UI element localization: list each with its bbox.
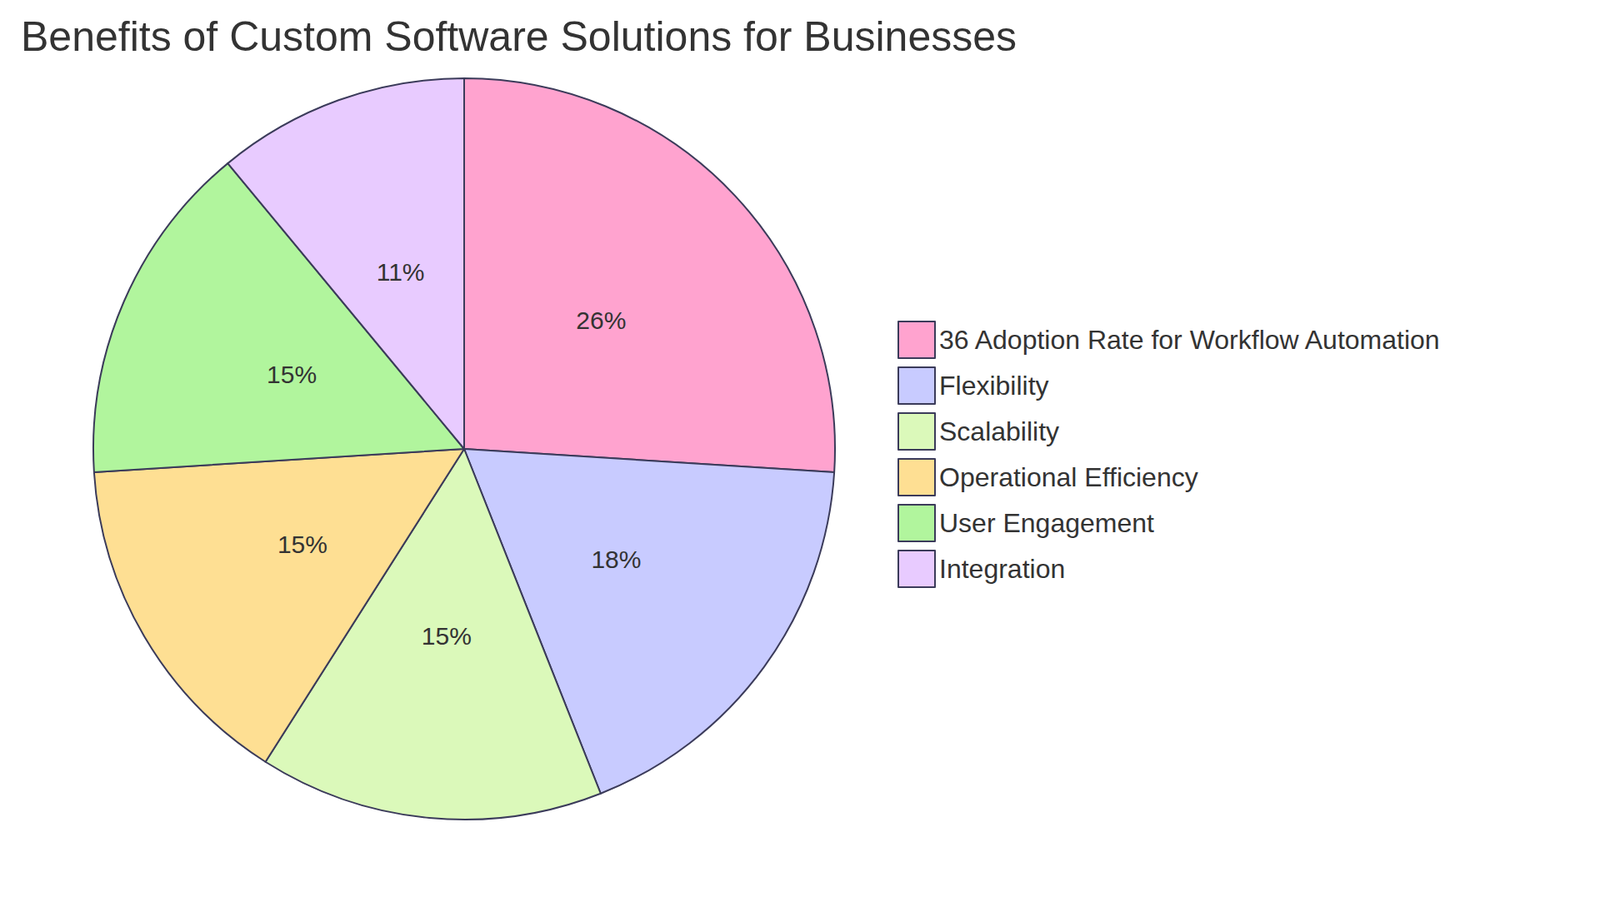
svg-text:26%: 26% bbox=[575, 306, 626, 335]
svg-text:11%: 11% bbox=[376, 258, 425, 286]
svg-text:15%: 15% bbox=[421, 622, 472, 650]
svg-text:15%: 15% bbox=[277, 530, 328, 559]
svg-text:Flexibility: Flexibility bbox=[939, 370, 1050, 401]
svg-text:Benefits of Custom Software So: Benefits of Custom Software Solutions fo… bbox=[20, 13, 1017, 60]
svg-text:Operational Efficiency: Operational Efficiency bbox=[939, 462, 1199, 493]
svg-text:User Engagement: User Engagement bbox=[939, 508, 1155, 539]
svg-text:18%: 18% bbox=[590, 545, 641, 574]
svg-text:Integration: Integration bbox=[939, 554, 1065, 585]
svg-text:15%: 15% bbox=[266, 360, 317, 389]
svg-text:36 Adoption Rate for Workflow: 36 Adoption Rate for Workflow Automation bbox=[939, 325, 1440, 355]
svg-text:Scalability: Scalability bbox=[939, 416, 1060, 447]
